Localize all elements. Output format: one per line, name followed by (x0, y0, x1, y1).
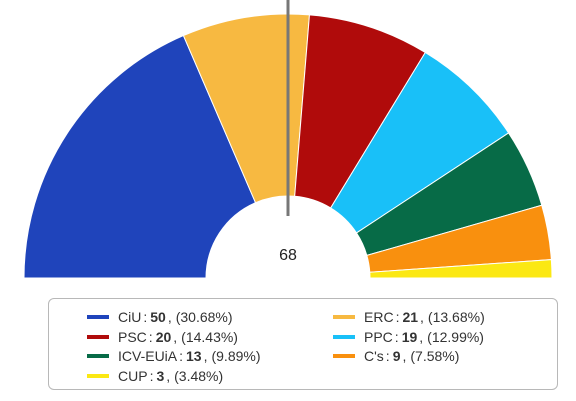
legend-swatch (87, 354, 109, 358)
legend-party: C's (364, 348, 384, 364)
hemicycle-chart: 68 (23, 0, 553, 279)
legend-swatch (87, 335, 109, 339)
legend-party: CiU (118, 309, 142, 325)
hemicycle-slices (23, 13, 553, 279)
legend-party: PPC (364, 329, 393, 345)
legend-item-ciu: CiU: 50 , (30.68%) (87, 308, 233, 326)
legend-item-erc: ERC: 21 , (13.68%) (333, 308, 485, 326)
legend-comma: , (420, 309, 424, 325)
legend-percent: (9.89%) (211, 348, 261, 364)
legend-item-ppc: PPC: 19 , (12.99%) (333, 328, 484, 346)
legend-party: ERC (364, 309, 394, 325)
legend-swatch (333, 335, 355, 339)
legend-seats: 50 (150, 309, 166, 325)
legend-item-cup: CUP: 3 , (3.48%) (87, 367, 223, 385)
legend-comma: , (419, 329, 424, 345)
legend-seats: 21 (402, 309, 419, 325)
legend-comma: , (402, 348, 407, 364)
legend-swatch (333, 354, 355, 358)
legend-comma: , (166, 368, 171, 384)
legend-percent: (12.99%) (427, 329, 484, 345)
legend: CiU: 50 , (30.68%) ERC: 21 , (13.68%) PS… (48, 298, 558, 390)
legend-item-cs: C's: 9 , (7.58%) (333, 347, 459, 365)
legend-percent: (14.43%) (181, 329, 238, 345)
legend-swatch (87, 315, 109, 319)
slice-cup (369, 259, 553, 279)
center-seat-label: 68 (279, 247, 297, 264)
legend-percent: (7.58%) (410, 348, 460, 364)
legend-item-icv-euia: ICV-EUiA: 13 , (9.89%) (87, 347, 261, 365)
legend-percent: (3.48%) (174, 368, 224, 384)
legend-swatch (333, 315, 355, 319)
legend-comma: , (203, 348, 208, 364)
legend-item-psc: PSC: 20 , (14.43%) (87, 328, 238, 346)
legend-comma: , (173, 329, 178, 345)
legend-percent: (30.68%) (175, 309, 233, 325)
slice-ciu (23, 34, 257, 279)
legend-comma: , (167, 309, 172, 325)
legend-seats: 19 (401, 329, 418, 345)
legend-seats: 20 (155, 329, 172, 345)
legend-seats: 3 (156, 368, 165, 384)
legend-party: PSC (118, 329, 147, 345)
legend-percent: (13.68%) (427, 309, 485, 325)
legend-party: ICV-EUiA (118, 348, 178, 364)
legend-party: CUP (118, 368, 148, 384)
legend-swatch (87, 374, 109, 378)
legend-seats: 13 (186, 348, 202, 364)
legend-seats: 9 (392, 348, 401, 364)
